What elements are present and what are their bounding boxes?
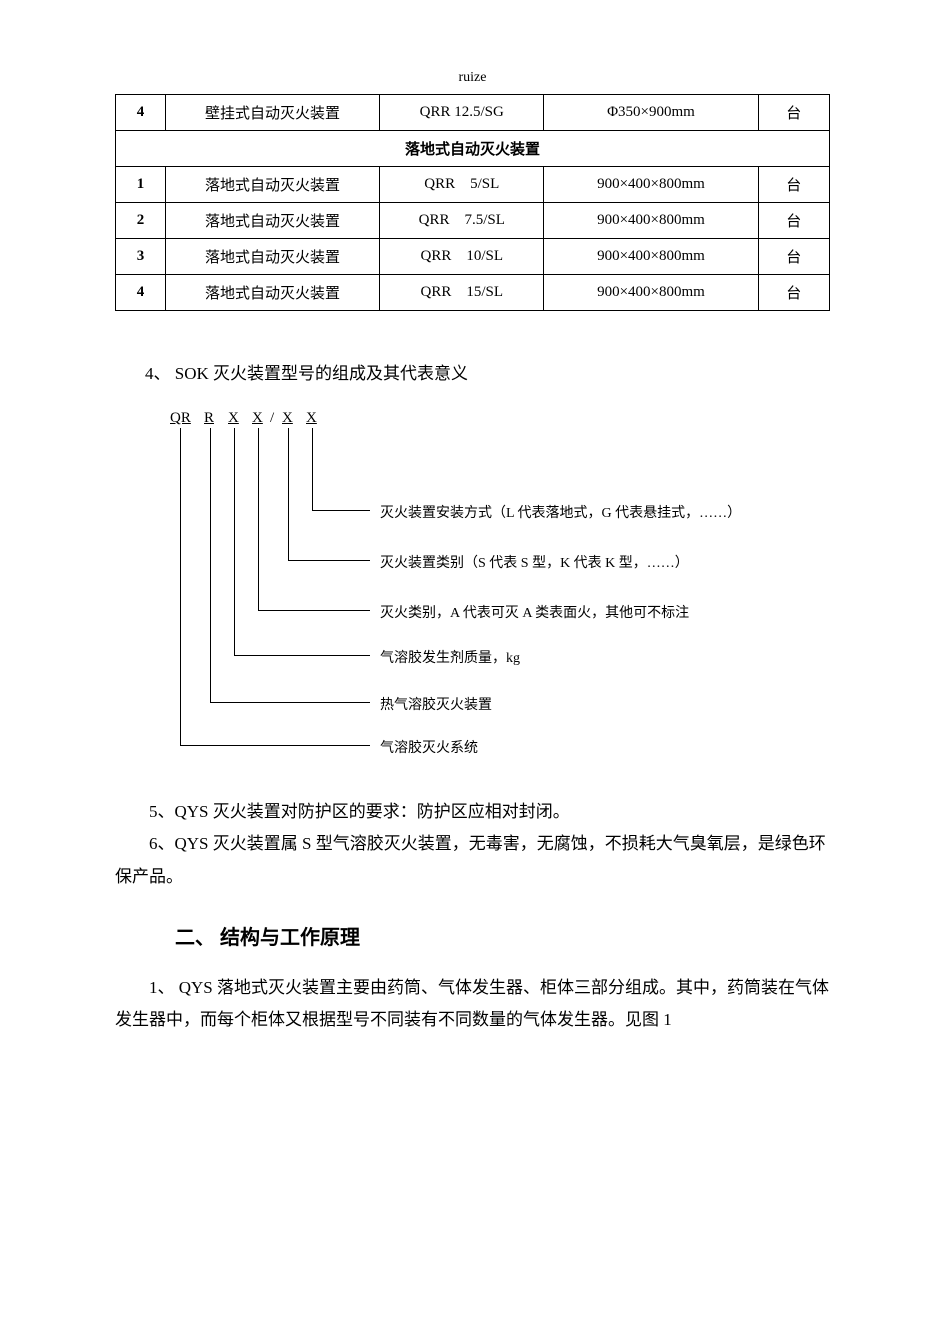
cell-num: 4: [116, 95, 166, 131]
cell-unit: 台: [758, 203, 829, 239]
code-part-x2: X: [252, 410, 263, 427]
cell-unit: 台: [758, 95, 829, 131]
code-part-r: R: [204, 410, 214, 427]
cell-name: 落地式自动灭火装置: [165, 275, 379, 311]
cell-dim: 900×400×800mm: [544, 203, 758, 239]
branch-label-fireclass: 灭火类别，A 代表可灭 A 类表面火，其他可不标注: [380, 602, 689, 622]
code-part-x3: X: [282, 410, 293, 427]
table-row: 1 落地式自动灭火装置 QRR 5/SL 900×400×800mm 台: [116, 167, 830, 203]
branch-label-aerosol-system: 气溶胶灭火系统: [380, 737, 478, 757]
diagram-vline: [258, 428, 259, 610]
diagram-hline: [234, 655, 370, 656]
cell-unit: 台: [758, 239, 829, 275]
branch-label-category: 灭火装置类别（S 代表 S 型，K 代表 K 型，……）: [380, 552, 689, 572]
diagram-hline: [288, 560, 370, 561]
code-part-sep: /: [270, 410, 274, 427]
table-section-row: 落地式自动灭火装置: [116, 131, 830, 167]
cell-unit: 台: [758, 167, 829, 203]
page-header: ruize: [115, 70, 830, 86]
cell-name: 落地式自动灭火装置: [165, 239, 379, 275]
diagram-vline: [210, 428, 211, 702]
code-part-qr: QR: [170, 410, 191, 427]
section2-title: 二、 结构与工作原理: [175, 921, 830, 950]
cell-dim: 900×400×800mm: [544, 275, 758, 311]
diagram-vline: [180, 428, 181, 745]
code-part-x1: X: [228, 410, 239, 427]
cell-model: QRR 7.5/SL: [380, 203, 544, 239]
cell-name: 落地式自动灭火装置: [165, 203, 379, 239]
cell-num: 1: [116, 167, 166, 203]
section4-heading: 4、 SOK 灭火装置型号的组成及其代表意义: [145, 359, 830, 384]
cell-num: 4: [116, 275, 166, 311]
paragraph-2-1: 1、 QYS 落地式灭火装置主要由药筒、气体发生器、柜体三部分组成。其中，药筒装…: [115, 972, 830, 1037]
diagram-hline: [312, 510, 370, 511]
diagram-vline: [312, 428, 313, 510]
cell-model: QRR 12.5/SG: [380, 95, 544, 131]
cell-num: 2: [116, 203, 166, 239]
paragraph-5: 5、QYS 灭火装置对防护区的要求：防护区应相对封闭。: [115, 796, 830, 828]
cell-model: QRR 15/SL: [380, 275, 544, 311]
section-title-cell: 落地式自动灭火装置: [116, 131, 830, 167]
spec-table: 4 壁挂式自动灭火装置 QRR 12.5/SG Φ350×900mm 台 落地式…: [115, 94, 830, 311]
branch-label-hotaerosol: 热气溶胶灭火装置: [380, 694, 492, 714]
code-part-x4: X: [306, 410, 317, 427]
cell-name: 壁挂式自动灭火装置: [165, 95, 379, 131]
diagram-hline: [180, 745, 370, 746]
cell-dim: 900×400×800mm: [544, 239, 758, 275]
table-row: 2 落地式自动灭火装置 QRR 7.5/SL 900×400×800mm 台: [116, 203, 830, 239]
diagram-vline: [288, 428, 289, 560]
branch-label-mass: 气溶胶发生剂质量，kg: [380, 647, 520, 667]
cell-num: 3: [116, 239, 166, 275]
cell-dim: 900×400×800mm: [544, 167, 758, 203]
cell-name: 落地式自动灭火装置: [165, 167, 379, 203]
paragraph-6: 6、QYS 灭火装置属 S 型气溶胶灭火装置，无毒害，无腐蚀，不损耗大气臭氧层，…: [115, 828, 830, 893]
table-row: 4 落地式自动灭火装置 QRR 15/SL 900×400×800mm 台: [116, 275, 830, 311]
cell-model: QRR 10/SL: [380, 239, 544, 275]
diagram-hline: [210, 702, 370, 703]
table-row: 4 壁挂式自动灭火装置 QRR 12.5/SG Φ350×900mm 台: [116, 95, 830, 131]
cell-unit: 台: [758, 275, 829, 311]
diagram-vline: [234, 428, 235, 655]
branch-label-install: 灭火装置安装方式（L 代表落地式，G 代表悬挂式，……）: [380, 502, 741, 522]
diagram-hline: [258, 610, 370, 611]
cell-model: QRR 5/SL: [380, 167, 544, 203]
cell-dim: Φ350×900mm: [544, 95, 758, 131]
model-code-diagram: QR R X X / X X 灭火装置安装方式（L 代表落地式，G 代表悬挂式，…: [170, 410, 810, 770]
table-row: 3 落地式自动灭火装置 QRR 10/SL 900×400×800mm 台: [116, 239, 830, 275]
